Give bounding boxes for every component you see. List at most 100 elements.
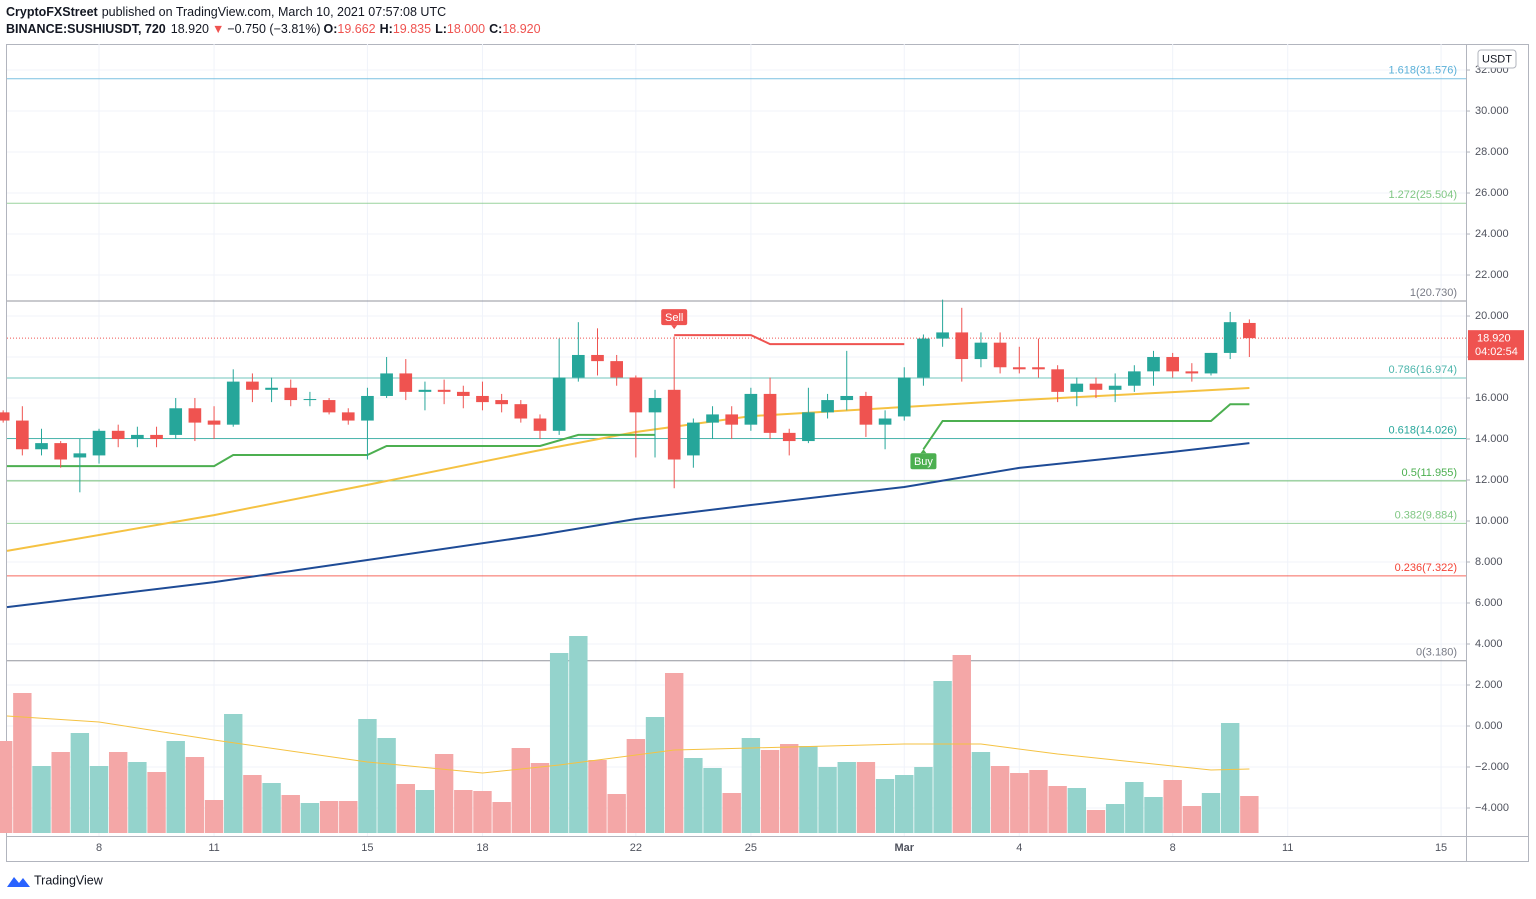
volume-bar [204, 800, 224, 833]
volume-bar [914, 767, 933, 833]
y-tick-label: −4.000 [1475, 802, 1509, 814]
volume-bar [13, 693, 32, 833]
y-tick-label: 14.000 [1475, 433, 1509, 445]
volume-bar [166, 741, 185, 833]
y-tick-label: 20.000 [1475, 310, 1509, 322]
signal-pointer [920, 449, 927, 454]
volume-bar [108, 752, 128, 833]
candle-body [1166, 357, 1179, 372]
volume-bar [1067, 788, 1087, 833]
volume-bar [300, 803, 320, 833]
x-tick-label: 11 [208, 842, 219, 854]
candle-body [936, 332, 949, 339]
candle-body [1051, 369, 1064, 392]
candle-body [763, 393, 777, 433]
candle-body [993, 342, 1007, 368]
candle-body [322, 400, 336, 413]
ohlc-key: C: [489, 22, 502, 36]
candle-body [897, 377, 911, 417]
volume-bar [549, 653, 569, 833]
candle-body [859, 395, 873, 425]
indicator-line [6, 442, 1250, 609]
y-tick-label: 4.000 [1475, 638, 1503, 650]
change: −0.750 (−3.81%) [227, 22, 320, 36]
y-tick-label: 26.000 [1475, 187, 1509, 199]
y-tick-label: 24.000 [1475, 228, 1509, 240]
volume-bar [1163, 780, 1182, 833]
fib-label: 1(20.730) [1410, 287, 1457, 299]
volume-bar [895, 775, 914, 833]
fib-label: 1.272(25.504) [1389, 189, 1458, 201]
volume-bar [319, 801, 339, 833]
candle-body [1147, 357, 1160, 372]
signal-label: Buy [914, 456, 933, 468]
fib-label: 0.618(14.026) [1389, 424, 1458, 436]
candle-body [476, 395, 489, 403]
candle-body [917, 338, 930, 378]
volume-bar [990, 766, 1010, 833]
candle-body [54, 443, 68, 460]
volume-bar [837, 762, 856, 833]
volume-bar [339, 801, 358, 833]
volume-bar [281, 795, 300, 833]
candle-body [92, 430, 106, 456]
candle-body [591, 354, 604, 362]
ohlc-value: 18.000 [447, 22, 485, 36]
x-tick-label: 18 [476, 842, 488, 854]
volume-bar [1029, 770, 1048, 833]
footer-text: TradingView [34, 873, 104, 887]
volume-bar [1182, 806, 1202, 833]
volume-bar [971, 752, 991, 833]
volume-bar [530, 763, 550, 833]
volume-bar [645, 717, 665, 833]
volume-bar [1010, 773, 1029, 833]
candle-body [226, 381, 240, 425]
volume-bar [128, 762, 147, 833]
x-tick-label: Mar [894, 842, 914, 854]
y-tick-label: 28.000 [1475, 146, 1509, 158]
ohlc-key: L: [435, 22, 447, 36]
volume-bar [1144, 797, 1163, 833]
volume-bar [243, 775, 262, 833]
x-tick-label: 25 [745, 842, 757, 854]
volume-bar [703, 768, 722, 833]
candle-body [111, 430, 125, 440]
ohlc-key: H: [380, 22, 393, 36]
candle-body [572, 354, 585, 378]
change-arrow: ▼ [212, 22, 224, 36]
volume-bar [1240, 796, 1259, 833]
volume-bar [856, 762, 876, 833]
candle-body [169, 408, 183, 435]
last-price: 18.920 [171, 22, 209, 36]
candle-body [246, 381, 259, 390]
candle-body [73, 453, 87, 458]
candle-body [284, 387, 298, 401]
candle-body [629, 377, 643, 413]
volume-bar [32, 766, 51, 833]
ohlc-value: 18.920 [502, 22, 540, 36]
candle-body [495, 400, 508, 405]
volume-bar [722, 793, 741, 833]
candle-body [878, 418, 892, 425]
candle-body [1089, 383, 1103, 390]
volume-bar [664, 673, 684, 833]
candle-body [437, 389, 451, 392]
volume-bar [780, 744, 799, 833]
candle-body [1185, 371, 1199, 374]
candle-body [16, 420, 29, 450]
volume-bar [684, 758, 703, 833]
candle-body [533, 418, 547, 431]
candle-body [456, 391, 470, 396]
volume-bar [799, 746, 818, 833]
indicator-line [674, 334, 905, 346]
candle-body [1223, 322, 1237, 353]
signal-box [910, 453, 937, 470]
symbol: BINANCE:SUSHIUSDT, 720 [6, 22, 166, 36]
candle-body [552, 377, 566, 431]
published: published on TradingView.com, March 10, … [102, 5, 446, 19]
fib-label: 1.618(31.576) [1389, 65, 1458, 77]
x-tick-label: 22 [630, 842, 642, 854]
volume-bar [569, 636, 588, 833]
